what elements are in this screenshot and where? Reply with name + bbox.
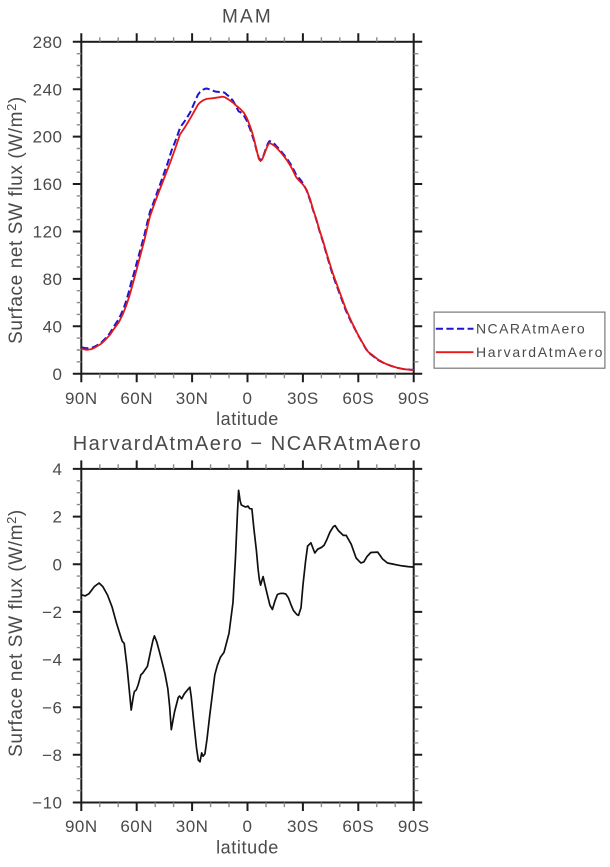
svg-text:−2: −2 xyxy=(42,603,62,622)
svg-text:2: 2 xyxy=(53,508,63,527)
svg-text:−4: −4 xyxy=(42,651,62,670)
svg-text:0: 0 xyxy=(53,555,63,574)
svg-text:160: 160 xyxy=(33,175,63,194)
svg-text:60N: 60N xyxy=(120,389,153,408)
svg-text:240: 240 xyxy=(33,80,63,99)
svg-text:4: 4 xyxy=(53,460,63,479)
svg-text:MAM: MAM xyxy=(222,7,273,28)
svg-text:HarvardAtmAero: HarvardAtmAero xyxy=(476,344,604,360)
svg-text:200: 200 xyxy=(33,128,63,147)
svg-text:60S: 60S xyxy=(342,389,374,408)
svg-text:90N: 90N xyxy=(65,389,98,408)
svg-text:Surface net SW flux (W/m2): Surface net SW flux (W/m2) xyxy=(4,96,27,344)
svg-text:−10: −10 xyxy=(32,794,62,813)
svg-text:0: 0 xyxy=(53,365,63,384)
svg-text:0: 0 xyxy=(243,817,253,836)
svg-text:90N: 90N xyxy=(65,817,98,836)
svg-text:90S: 90S xyxy=(398,389,430,408)
svg-text:120: 120 xyxy=(33,223,63,242)
svg-text:60N: 60N xyxy=(120,817,153,836)
svg-text:−6: −6 xyxy=(42,698,62,717)
svg-text:60S: 60S xyxy=(342,817,374,836)
svg-text:0: 0 xyxy=(243,389,253,408)
svg-text:80: 80 xyxy=(43,270,63,289)
svg-text:30S: 30S xyxy=(287,389,319,408)
svg-text:HarvardAtmAero − NCARAtmAero: HarvardAtmAero − NCARAtmAero xyxy=(73,433,423,455)
svg-text:latitude: latitude xyxy=(216,838,279,858)
svg-text:Surface net SW flux (W/m2): Surface net SW flux (W/m2) xyxy=(4,509,27,757)
svg-text:90S: 90S xyxy=(398,817,430,836)
svg-text:latitude: latitude xyxy=(216,409,279,429)
svg-text:30N: 30N xyxy=(176,389,209,408)
svg-text:40: 40 xyxy=(43,317,63,336)
svg-text:30N: 30N xyxy=(176,817,209,836)
svg-text:280: 280 xyxy=(33,33,63,52)
svg-text:−8: −8 xyxy=(42,746,62,765)
svg-text:NCARAtmAero: NCARAtmAero xyxy=(476,320,586,336)
svg-text:30S: 30S xyxy=(287,817,319,836)
